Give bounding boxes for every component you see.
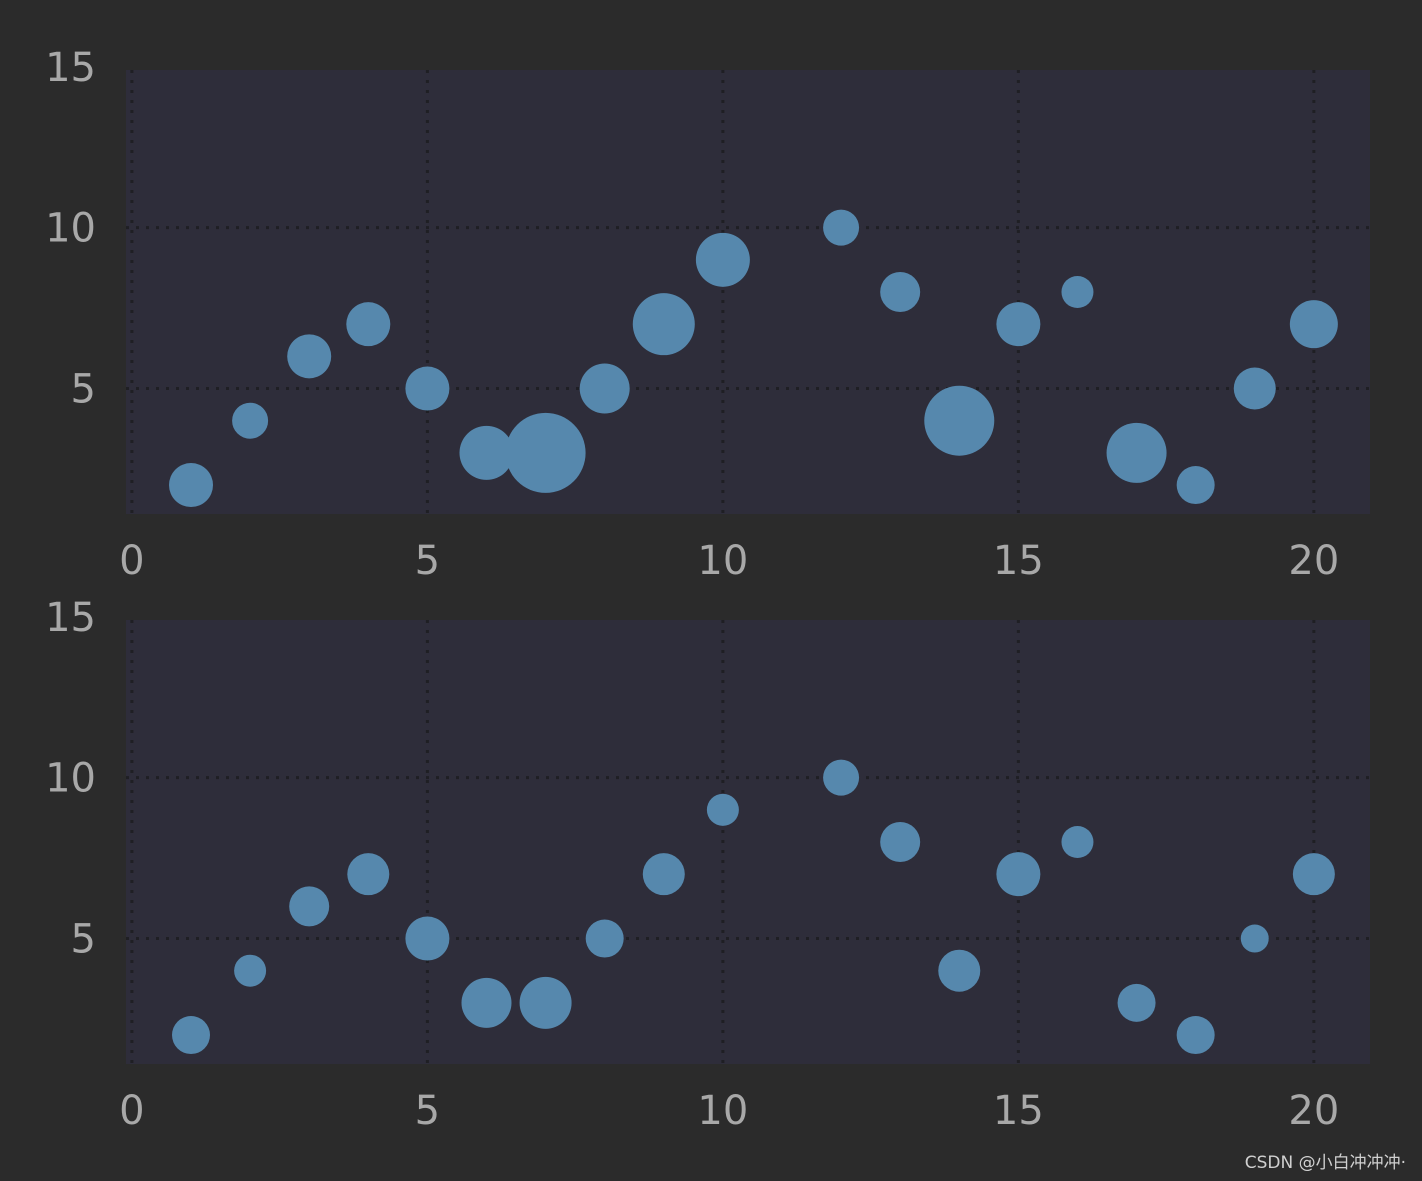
data-point bbox=[459, 425, 514, 480]
data-point bbox=[996, 852, 1041, 897]
y-tick-label: 15 bbox=[45, 45, 96, 91]
data-point bbox=[505, 412, 586, 493]
data-point bbox=[346, 302, 391, 347]
data-point bbox=[632, 293, 695, 356]
x-tick-label: 20 bbox=[1288, 1088, 1339, 1134]
y-tick-label: 15 bbox=[45, 595, 96, 641]
data-point bbox=[938, 949, 981, 992]
data-point bbox=[996, 302, 1041, 347]
data-point bbox=[880, 822, 921, 862]
data-point bbox=[289, 886, 330, 927]
data-point bbox=[169, 463, 214, 508]
x-tick-label: 0 bbox=[119, 538, 144, 584]
data-point bbox=[823, 759, 860, 796]
scatter-panel-2: 0 5 10 15 20 5 10 15 bbox=[45, 595, 1370, 1134]
data-point bbox=[585, 919, 624, 958]
x-tick-label: 10 bbox=[697, 538, 748, 584]
data-point bbox=[1176, 466, 1215, 505]
data-point bbox=[823, 209, 860, 246]
y-tick-label: 10 bbox=[45, 756, 96, 802]
x-tick-label: 15 bbox=[993, 538, 1044, 584]
plot-area bbox=[126, 70, 1370, 514]
data-point bbox=[234, 954, 267, 987]
y-tick-label: 10 bbox=[45, 206, 96, 252]
x-tick-label: 15 bbox=[993, 1088, 1044, 1134]
data-point bbox=[1176, 1016, 1215, 1055]
data-point bbox=[232, 402, 269, 439]
y-tick-label: 5 bbox=[71, 367, 96, 413]
data-point bbox=[1117, 983, 1156, 1022]
data-point bbox=[706, 793, 739, 826]
data-point bbox=[1240, 924, 1269, 953]
data-point bbox=[880, 272, 921, 312]
data-point bbox=[1233, 367, 1276, 410]
data-point bbox=[1061, 276, 1094, 308]
data-point bbox=[579, 363, 630, 414]
data-point bbox=[519, 976, 572, 1029]
data-point bbox=[1106, 422, 1167, 483]
data-point bbox=[1061, 826, 1094, 858]
x-tick-label: 5 bbox=[415, 538, 440, 584]
data-point bbox=[1292, 853, 1335, 896]
x-tick-label: 10 bbox=[697, 1088, 748, 1134]
plot-area bbox=[126, 620, 1370, 1064]
data-point bbox=[287, 334, 332, 379]
data-point bbox=[405, 366, 450, 411]
data-point bbox=[1289, 300, 1338, 349]
y-tick-label: 5 bbox=[71, 917, 96, 963]
data-point bbox=[461, 977, 512, 1028]
x-tick-label: 5 bbox=[415, 1088, 440, 1134]
data-point bbox=[172, 1016, 211, 1055]
x-tick-label: 0 bbox=[119, 1088, 144, 1134]
data-point bbox=[695, 232, 750, 287]
x-tick-label: 20 bbox=[1288, 538, 1339, 584]
data-point bbox=[405, 916, 450, 961]
data-point bbox=[642, 853, 685, 896]
watermark-text: CSDN @小白冲冲冲· bbox=[1244, 1153, 1406, 1173]
scatter-panel-1: 0 5 10 15 20 5 10 15 bbox=[45, 45, 1370, 584]
data-point bbox=[924, 385, 995, 456]
data-point bbox=[347, 853, 390, 896]
